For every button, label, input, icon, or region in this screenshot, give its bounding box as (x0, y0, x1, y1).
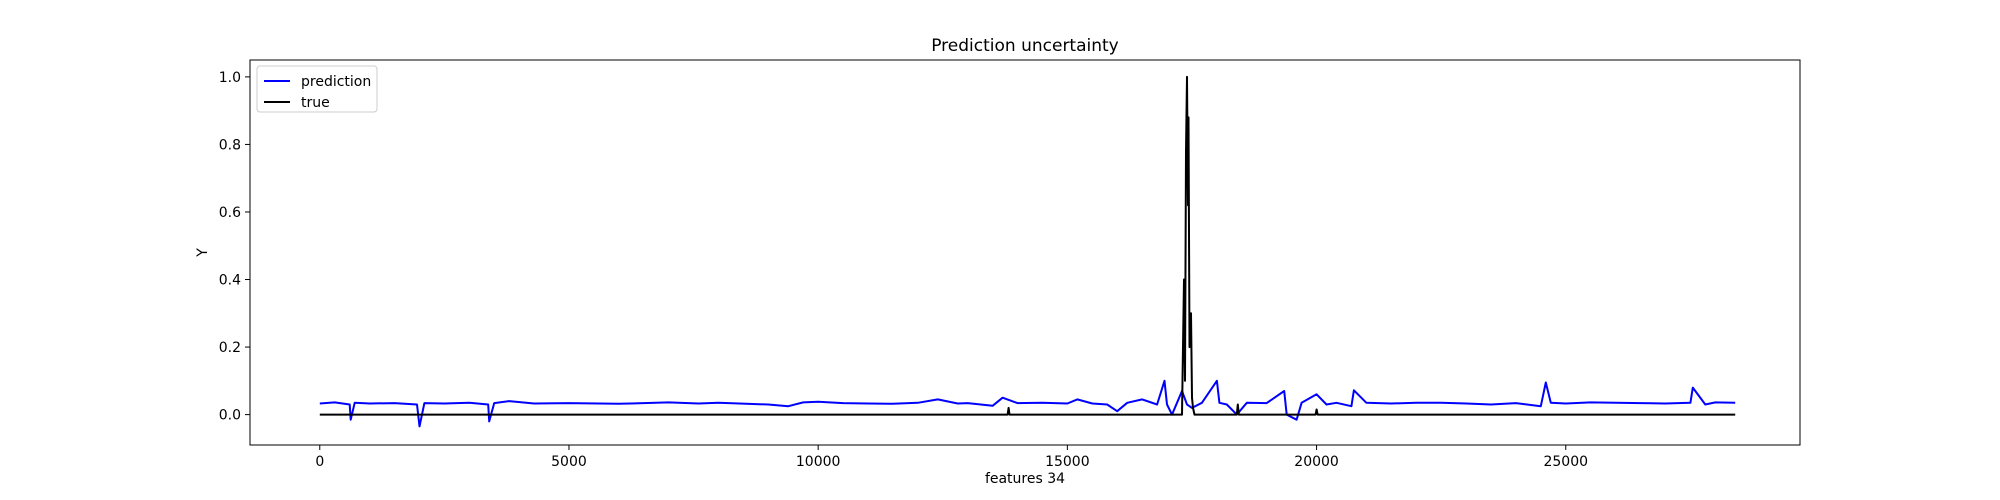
x-tick-label: 0 (315, 454, 324, 470)
x-axis: 0 5000 10000 15000 20000 25000 (315, 445, 1588, 470)
legend-label-prediction: prediction (301, 74, 371, 90)
x-tick-label: 5000 (551, 454, 587, 470)
x-tick-label: 10000 (796, 454, 841, 470)
series-layer (319, 75, 1736, 428)
x-tick-label: 20000 (1294, 454, 1339, 470)
y-axis-label: Y (195, 248, 211, 258)
y-tick-label: 1.0 (219, 70, 241, 86)
y-tick-label: 0.6 (219, 205, 241, 221)
x-tick-label: 15000 (1045, 454, 1090, 470)
x-tick-label: 25000 (1543, 454, 1588, 470)
series-line-true (319, 75, 1736, 416)
y-tick-label: 0.8 (219, 137, 241, 153)
chart-title: Prediction uncertainty (931, 36, 1119, 56)
legend: prediction true (256, 65, 378, 113)
x-axis-label: features 34 (985, 471, 1065, 487)
series-line-prediction (319, 379, 1736, 428)
y-tick-label: 0.4 (219, 273, 241, 289)
legend-box (256, 65, 378, 113)
y-tick-label: 0.2 (219, 340, 241, 356)
legend-label-true: true (301, 95, 330, 111)
y-axis: 0.0 0.2 0.4 0.6 0.8 1.0 (219, 70, 250, 424)
plot-frame (249, 59, 1801, 446)
y-tick-label: 0.0 (219, 408, 241, 424)
